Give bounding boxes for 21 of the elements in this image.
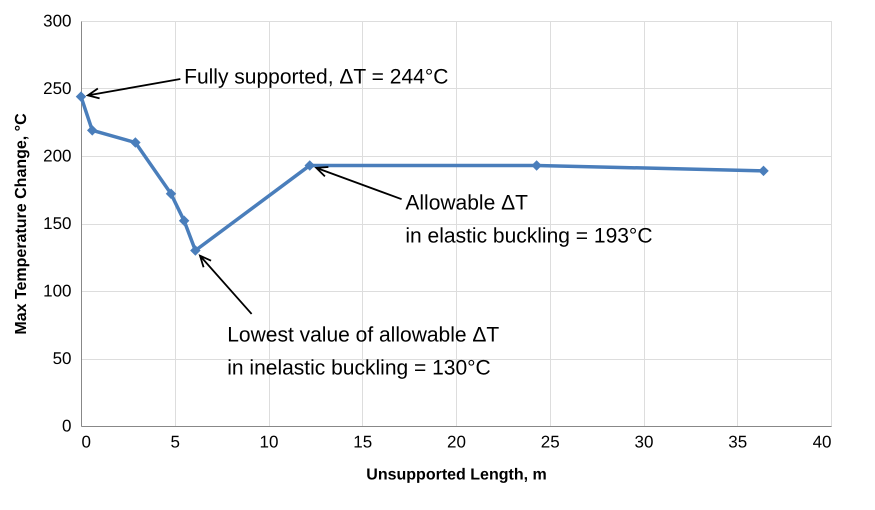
x-tick-label: 35 [728, 432, 748, 452]
annotation: Fully supported, ΔT = 244°C [184, 66, 448, 89]
y-tick-label: 200 [43, 146, 72, 166]
annotation: Allowable ΔT in elastic buckling = 193°C [405, 191, 652, 248]
x-tick-label: 20 [447, 432, 466, 452]
y-tick-label: 250 [43, 79, 72, 98]
x-tick-label: 0 [82, 432, 91, 452]
x-tick-label: 15 [353, 432, 372, 452]
y-tick-label: 100 [43, 282, 72, 300]
x-tick-label: 5 [170, 432, 180, 452]
y-tick-label: 150 [43, 214, 72, 233]
x-tick-label: 40 [812, 432, 832, 452]
y-tick-label: 50 [52, 349, 72, 368]
x-tick-label: 30 [634, 432, 654, 452]
x-tick-label: 25 [540, 432, 560, 452]
x-axis-title: Unsupported Length, m [366, 466, 547, 484]
x-tick-label: 10 [260, 432, 278, 452]
y-tick-label: 300 [43, 12, 72, 30]
annotation: Lowest value of allowable ΔT in inelastic buckling = 130°C [227, 324, 500, 380]
y-axis-title: Max Temperature Change, °C [13, 112, 30, 335]
y-tick-label: 0 [62, 416, 72, 436]
